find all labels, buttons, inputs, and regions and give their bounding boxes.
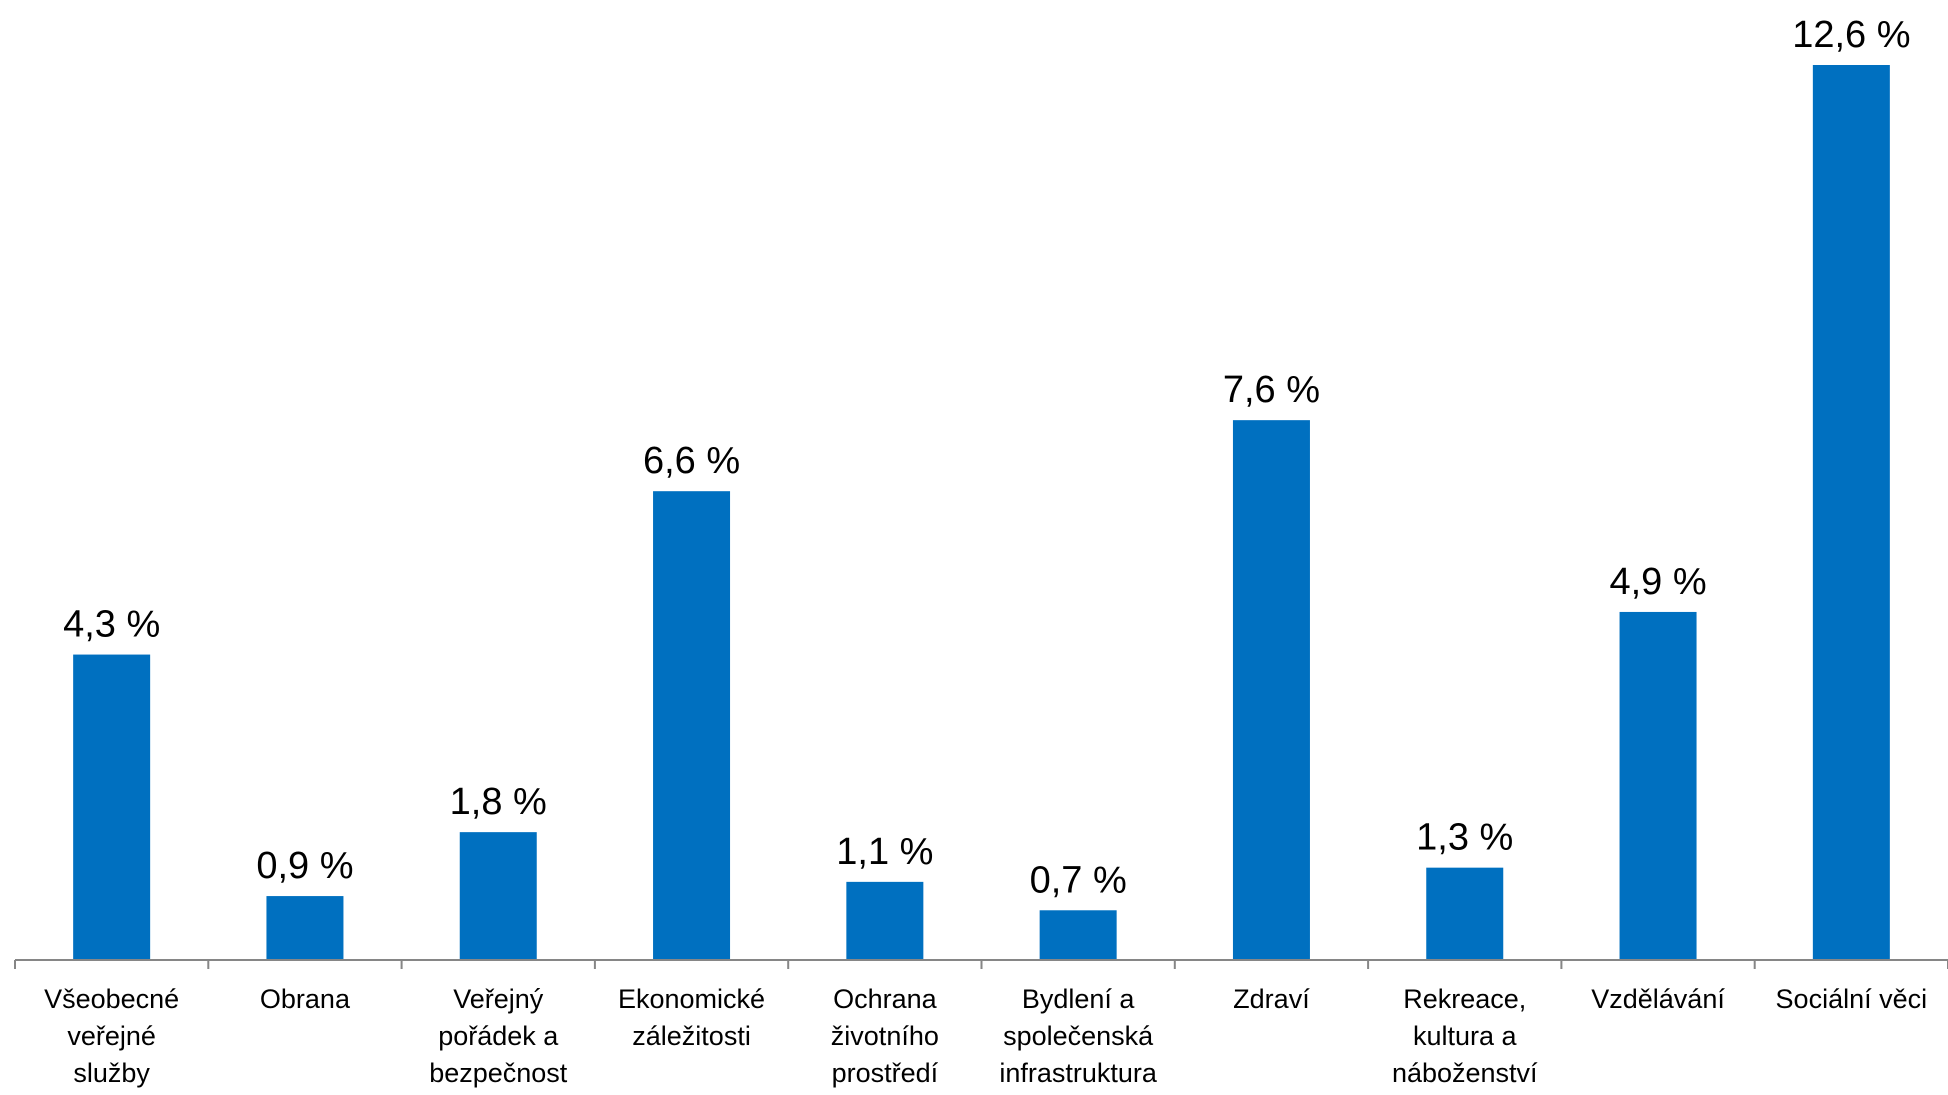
x-tick-label-line: veřejné	[67, 1021, 156, 1051]
data-labels-layer: 4,3 % 0,9 % 1,8 % 6,6 % 1,1 % 0,7 % 7,6 % 1,3 %…	[63, 14, 1910, 901]
data-label: 4,3 %	[63, 604, 160, 646]
x-tick-label: Vzdělávání	[1591, 984, 1725, 1014]
x-tick-label-line: Všeobecné	[44, 984, 179, 1014]
bar	[1812, 65, 1890, 960]
bar	[1426, 867, 1504, 960]
x-tick-label-line: náboženství	[1392, 1058, 1538, 1088]
bar	[459, 832, 537, 960]
bar	[1619, 611, 1697, 960]
bar	[266, 896, 344, 960]
x-tick-label: Ochrana životního prostředí	[831, 984, 939, 1088]
x-tick-label-line: Veřejný	[453, 984, 544, 1014]
x-tick-label: Zdraví	[1233, 984, 1310, 1014]
x-tick-label-line: Sociální věci	[1776, 984, 1928, 1014]
x-tick-label-line: prostředí	[832, 1058, 939, 1088]
x-tick-label: Sociální věci	[1776, 984, 1928, 1014]
x-tick-label-line: Vzdělávání	[1591, 984, 1725, 1014]
x-tick-label: Ekonomické záležitosti	[618, 984, 765, 1051]
x-tick-label-line: Obrana	[260, 984, 351, 1014]
x-tick-label-line: kultura a	[1413, 1021, 1518, 1051]
x-tick-label-line: služby	[73, 1058, 150, 1088]
data-label: 0,7 %	[1030, 859, 1127, 901]
data-label: 1,3 %	[1416, 817, 1513, 859]
x-tick-label-line: Bydlení a	[1022, 984, 1136, 1014]
x-tick-label: Veřejný pořádek a bezpečnost	[429, 984, 568, 1088]
bar	[1039, 910, 1117, 960]
x-tick-label-line: společenská	[1003, 1021, 1154, 1051]
data-label: 7,6 %	[1223, 369, 1320, 411]
x-tick-label-line: bezpečnost	[429, 1058, 568, 1088]
x-tick-label: Obrana	[260, 984, 351, 1014]
bar	[846, 881, 924, 960]
x-axis	[14, 959, 1948, 969]
bars-layer	[73, 65, 1890, 961]
x-tick-label: Rekreace, kultura a náboženství	[1392, 984, 1538, 1088]
x-tick-label: Všeobecné veřejné služby	[44, 984, 179, 1088]
x-tick-label-line: záležitosti	[632, 1021, 751, 1051]
x-tick-label-line: Rekreace,	[1403, 984, 1526, 1014]
data-label: 1,8 %	[450, 781, 547, 823]
bar	[73, 654, 151, 960]
data-label: 1,1 %	[836, 831, 933, 873]
x-tick-label-line: životního	[831, 1021, 939, 1051]
x-tick-label-line: Zdraví	[1233, 984, 1310, 1014]
bar	[1232, 420, 1310, 961]
x-tick-label: Bydlení a společenská infrastruktura	[999, 984, 1158, 1088]
x-tick-label-line: Ekonomické	[618, 984, 765, 1014]
x-tick-labels: Všeobecné veřejné služby Obrana Veřejný pořád…	[44, 984, 1927, 1088]
bar	[653, 491, 731, 960]
data-label: 4,9 %	[1609, 561, 1706, 603]
data-label: 0,9 %	[256, 845, 353, 887]
x-tick-label-line: Ochrana	[833, 984, 938, 1014]
data-label: 12,6 %	[1792, 14, 1910, 56]
x-tick-label-line: pořádek a	[438, 1021, 559, 1051]
x-tick-label-line: infrastruktura	[999, 1058, 1158, 1088]
data-label: 6,6 %	[643, 440, 740, 482]
